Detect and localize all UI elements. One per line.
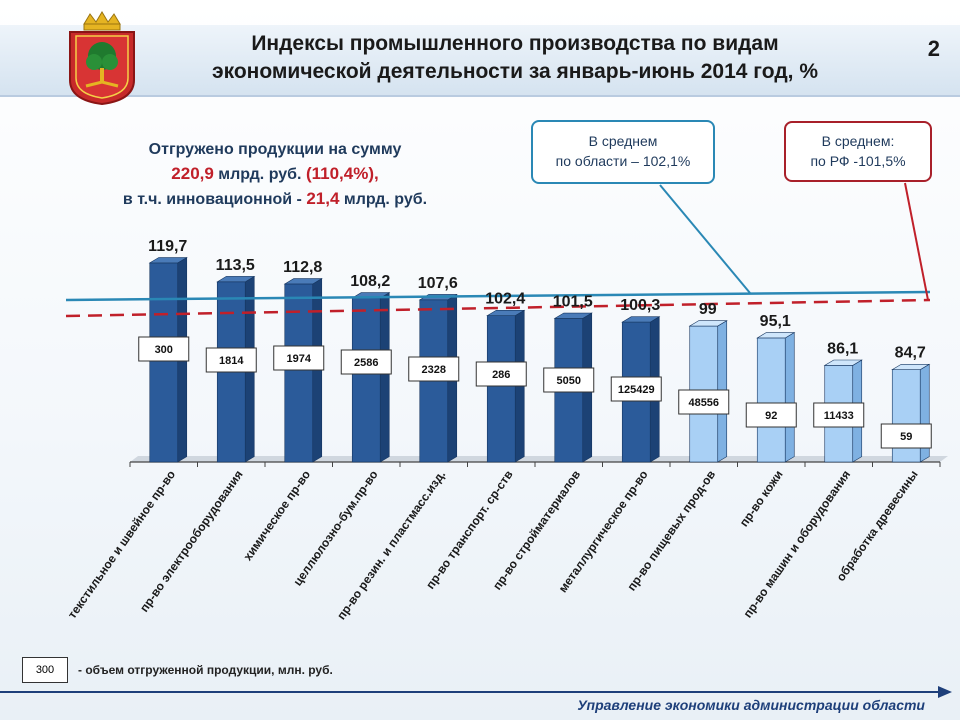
rf-callout-line-1: В среднем: [821,133,895,149]
shipped-volume-box [340,349,392,375]
summary-total-value: 220,9 [171,164,214,183]
shipped-volume-box [408,356,460,382]
header-band [0,25,960,97]
footer-text: Управление экономики администрации облас… [577,697,925,713]
shipment-summary: Отгружено продукции на сумму 220,9 млрд.… [75,138,475,212]
summary-total-unit: млрд. руб. [213,166,306,183]
shipped-volume-label: 5050 [557,375,581,387]
region-callout-line-2: по области – 102,1% [555,153,691,169]
shipped-volume-box [610,376,662,402]
bar-value-label: 112,8 [283,259,322,276]
bar-top [688,320,728,327]
bar-top [148,257,188,264]
bar-front [149,262,179,463]
bar-top [756,332,796,339]
bar [351,292,391,463]
page-number: 2 [927,36,940,61]
bar-value-label: 99 [699,301,717,318]
bar-value-label: 101,5 [553,293,593,310]
rf-average-callout: В среднем: по РФ -101,5% [784,121,932,182]
bar [283,278,323,463]
rf-callout-pointer [904,182,929,301]
shipped-volume-box [205,347,257,373]
shipped-volume-box [543,367,595,393]
summary-innovation-unit: млрд. руб. [339,191,428,208]
bar-top [486,309,526,316]
bar-side [784,332,795,463]
bar-front [756,337,786,463]
shipped-volume-label: 92 [765,410,777,422]
summary-total-percent: (110,4%), [305,164,379,183]
summary-line-3: в т.ч. инновационной - 21,4 млрд. руб. [75,187,475,212]
bar-front [351,297,381,463]
chart-floor [130,456,948,462]
shipped-volume-box [745,402,797,428]
shipped-volume-label: 125429 [618,384,655,396]
shipped-volume-label: 11433 [824,410,854,422]
bar-top [891,363,931,370]
bar-front [284,283,314,463]
bar-top [283,278,323,285]
bar-value-label: 86,1 [827,340,858,357]
bar-value-label: 95,1 [760,313,791,330]
summary-innovation-text: в т.ч. инновационной - [122,191,307,208]
bar-value-label: 100,3 [620,297,660,314]
summary-innovation-value: 21,4 [306,189,340,208]
footer-arrow [938,686,952,698]
bar-value-label: 102,4 [485,291,525,308]
bar-value-label: 84,7 [895,345,926,362]
legend-text: - объем отгруженной продукции, млн. руб. [78,663,333,677]
rf-average-line [65,298,931,318]
bar-top [216,276,256,283]
shipped-volume-label: 59 [900,431,912,443]
shipped-volume-label: 300 [155,344,173,356]
bar-value-label: 119,7 [148,238,187,255]
shipped-volume-label: 286 [492,369,510,381]
summary-line-2: 220,9 млрд. руб. (110,4%), [75,162,475,187]
bar-top [823,359,863,366]
shipped-volume-label: 48556 [688,397,719,409]
region-average-line [65,290,931,302]
region-average-callout: В среднем по области – 102,1% [531,120,715,184]
bar-front [486,315,516,463]
category-label: пр-во кожи [737,468,786,530]
bar [148,256,188,463]
bar-top [553,312,593,319]
shipped-volume-label: 2328 [422,364,446,376]
bar-top [621,316,661,323]
shipped-volume-box [813,402,865,428]
title-line-1: Индексы промышленного производства по ви… [251,32,779,55]
legend-sample-box: 300 [22,657,68,683]
shipped-volume-label: 1814 [219,355,244,367]
category-label: пр-во резин. и пластмасс.изд. [334,468,448,623]
shipped-volume-label: 2586 [354,357,378,369]
bar-value-label: 113,5 [216,257,255,274]
rf-callout-line-2: по РФ -101,5% [810,153,906,169]
shipped-volume-box [138,336,190,362]
category-label: химическое пр-во [240,468,313,564]
shipped-volume-box [880,423,932,449]
region-callout-pointer [659,184,751,294]
bar [756,332,796,463]
page-title: Индексы промышленного производства по ви… [150,30,880,86]
shipped-volume-box [475,361,527,387]
shipped-volume-label: 1974 [287,353,312,365]
shipped-volume-box [678,389,730,415]
region-callout-line-1: В среднем [588,133,658,149]
bar-value-label: 107,6 [418,275,458,292]
bar-side [379,292,390,463]
title-line-2: экономической деятельности за январь-июн… [211,60,818,83]
summary-line-1: Отгружено продукции на сумму [148,141,402,158]
bar-value-label: 108,2 [350,273,390,290]
shipped-volume-box [273,345,325,371]
category-label: текстильное и швейное пр-во [65,468,178,622]
coat-of-arms-logo [69,11,135,106]
